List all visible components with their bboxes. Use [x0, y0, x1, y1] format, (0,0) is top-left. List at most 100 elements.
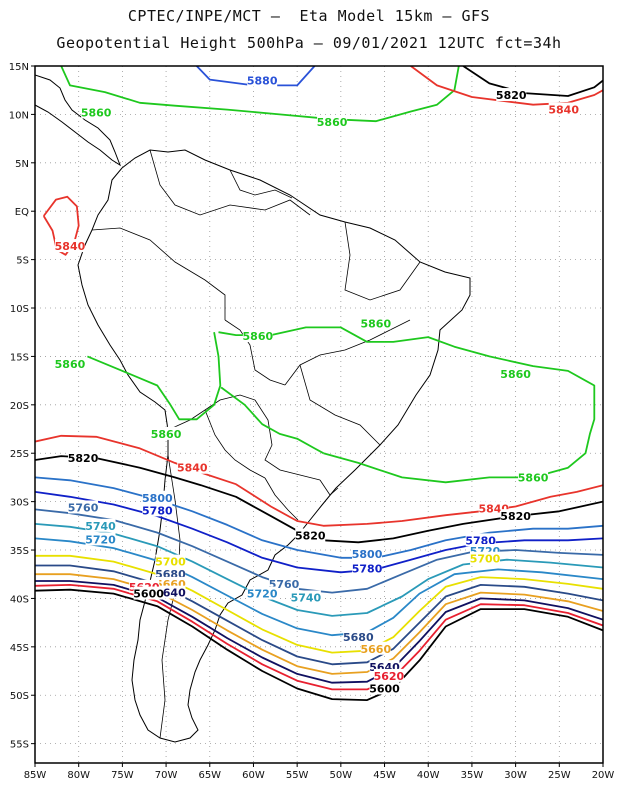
contour-label-5740: 5740 [291, 591, 322, 604]
contour-5840 [42, 195, 80, 256]
contour-label-bg [500, 509, 531, 523]
contour-label-bg [151, 426, 182, 440]
contour-label-5700: 5700 [470, 553, 501, 566]
contour-label-bg [85, 532, 116, 546]
contour-label-bg [85, 518, 116, 532]
contour-lines [35, 66, 603, 701]
contour-label-bg [295, 528, 326, 542]
contour-label-5820: 5820 [295, 530, 326, 543]
contour-label-bg [360, 316, 391, 330]
contour-label-5660: 5660 [360, 643, 391, 656]
axis-ticks: 15N 10N 5N EQ 5S 10S 15S 20S 25S 30S 35S 40S 45S 50S 5… [9, 62, 615, 781]
contour-label-bg [548, 102, 579, 116]
contour-label-5600: 5600 [133, 588, 164, 601]
contour-label-5840: 5840 [55, 240, 86, 253]
lon-tick-label: 40W [417, 770, 440, 781]
contour-label-bg [247, 73, 278, 87]
contour-label-5740: 5740 [85, 520, 116, 533]
contour-label-5760: 5760 [68, 501, 99, 514]
contour-5820 [462, 66, 603, 97]
lat-tick-label: 35S [10, 546, 29, 557]
lat-tick-label: 5S [16, 256, 29, 267]
lon-tick-label: 70W [155, 770, 178, 781]
contour-5800 [35, 476, 603, 559]
contour-label-bg [360, 641, 391, 655]
contour-label-bg [290, 590, 321, 604]
lon-tick-label: 85W [24, 770, 47, 781]
contour-label-5720: 5720 [85, 533, 116, 546]
lon-tick-label: 65W [198, 770, 221, 781]
contour-label-bg [142, 503, 173, 517]
contour-label-5820: 5820 [496, 89, 527, 102]
contour-label-5860: 5860 [518, 471, 549, 484]
contour-label-bg [81, 105, 112, 119]
contour-label-bg [518, 470, 549, 484]
lon-tick-label: 75W [111, 770, 134, 781]
contour-5860 [60, 66, 460, 123]
contour-5680 [35, 564, 603, 666]
contour-label-bg [177, 460, 208, 474]
contour-label-5860: 5860 [81, 106, 112, 119]
lat-tick-label: 45S [10, 643, 29, 654]
contour-5860 [87, 332, 222, 421]
lon-tick-label: 60W [242, 770, 265, 781]
contour-5860 [220, 386, 324, 454]
lon-tick-label: 25W [548, 770, 571, 781]
lat-tick-label: 30S [10, 498, 29, 509]
lat-tick-label: 40S [10, 594, 29, 605]
coastlines: 5880 5860 5860 5860 5860 5860 5860 5860 5860 5820… [35, 66, 603, 743]
contour-label-bg [496, 88, 527, 102]
lon-tick-label: 50W [330, 770, 353, 781]
lat-tick-label: 25S [10, 449, 29, 460]
contour-5840 [35, 434, 603, 527]
contour-label-bg [465, 533, 496, 547]
contour-label-bg [317, 115, 348, 129]
map-frame [34, 65, 604, 764]
south-america-coastline [77, 149, 471, 743]
lat-tick-label: 15N [9, 62, 29, 73]
chart-title: CPTEC/INPE/MCT – Eta Model 15km – GFS [127, 7, 491, 25]
contour-5600 [35, 588, 603, 701]
lon-tick-label: 55W [286, 770, 309, 781]
contour-label-bg [352, 546, 383, 560]
lat-tick-label: 5N [15, 159, 29, 170]
country-borders [91, 149, 421, 739]
lon-tick-label: 20W [592, 770, 615, 781]
contour-5860 [218, 326, 596, 484]
contour-5660 [35, 573, 603, 675]
contour-5780 [35, 491, 603, 574]
contour-label-bg [500, 366, 531, 380]
central-america-coastline [35, 74, 122, 167]
lon-tick-label: 35W [461, 770, 484, 781]
contour-label-5840: 5840 [548, 104, 579, 117]
contour-label-bg [68, 451, 99, 465]
lon-tick-label: 80W [67, 770, 90, 781]
contour-5840 [410, 66, 603, 106]
lat-tick-label: 50S [10, 691, 29, 702]
lat-tick-label: EQ [15, 207, 29, 218]
lat-tick-label: 15S [10, 352, 29, 363]
contour-labels: 5880 5860 5860 5860 5860 5860 5860 5860 5860 5820… [54, 73, 579, 695]
lat-tick-label: 20S [10, 401, 29, 412]
contour-label-5820: 5820 [68, 452, 99, 465]
contour-label-5720: 5720 [247, 588, 278, 601]
contour-label-5700: 5700 [155, 556, 186, 569]
contour-5700 [35, 554, 603, 654]
contour-label-5840: 5840 [177, 462, 208, 475]
contour-label-bg [343, 630, 374, 644]
contour-label-bg [133, 586, 164, 600]
contour-label-bg [373, 668, 404, 682]
contour-label-5800: 5800 [142, 492, 173, 505]
contour-label-5860: 5860 [151, 428, 182, 441]
contour-5720 [35, 537, 603, 637]
contour-label-bg [352, 561, 383, 575]
lat-tick-label: 10S [10, 304, 29, 315]
contour-label-5680: 5680 [343, 631, 374, 644]
contour-label-5860: 5860 [55, 358, 86, 371]
contour-label-5860: 5860 [360, 318, 391, 331]
contour-label-bg [54, 239, 85, 253]
contour-label-bg [54, 357, 85, 371]
contour-label-5620: 5620 [374, 670, 405, 683]
lon-tick-label: 45W [373, 770, 396, 781]
